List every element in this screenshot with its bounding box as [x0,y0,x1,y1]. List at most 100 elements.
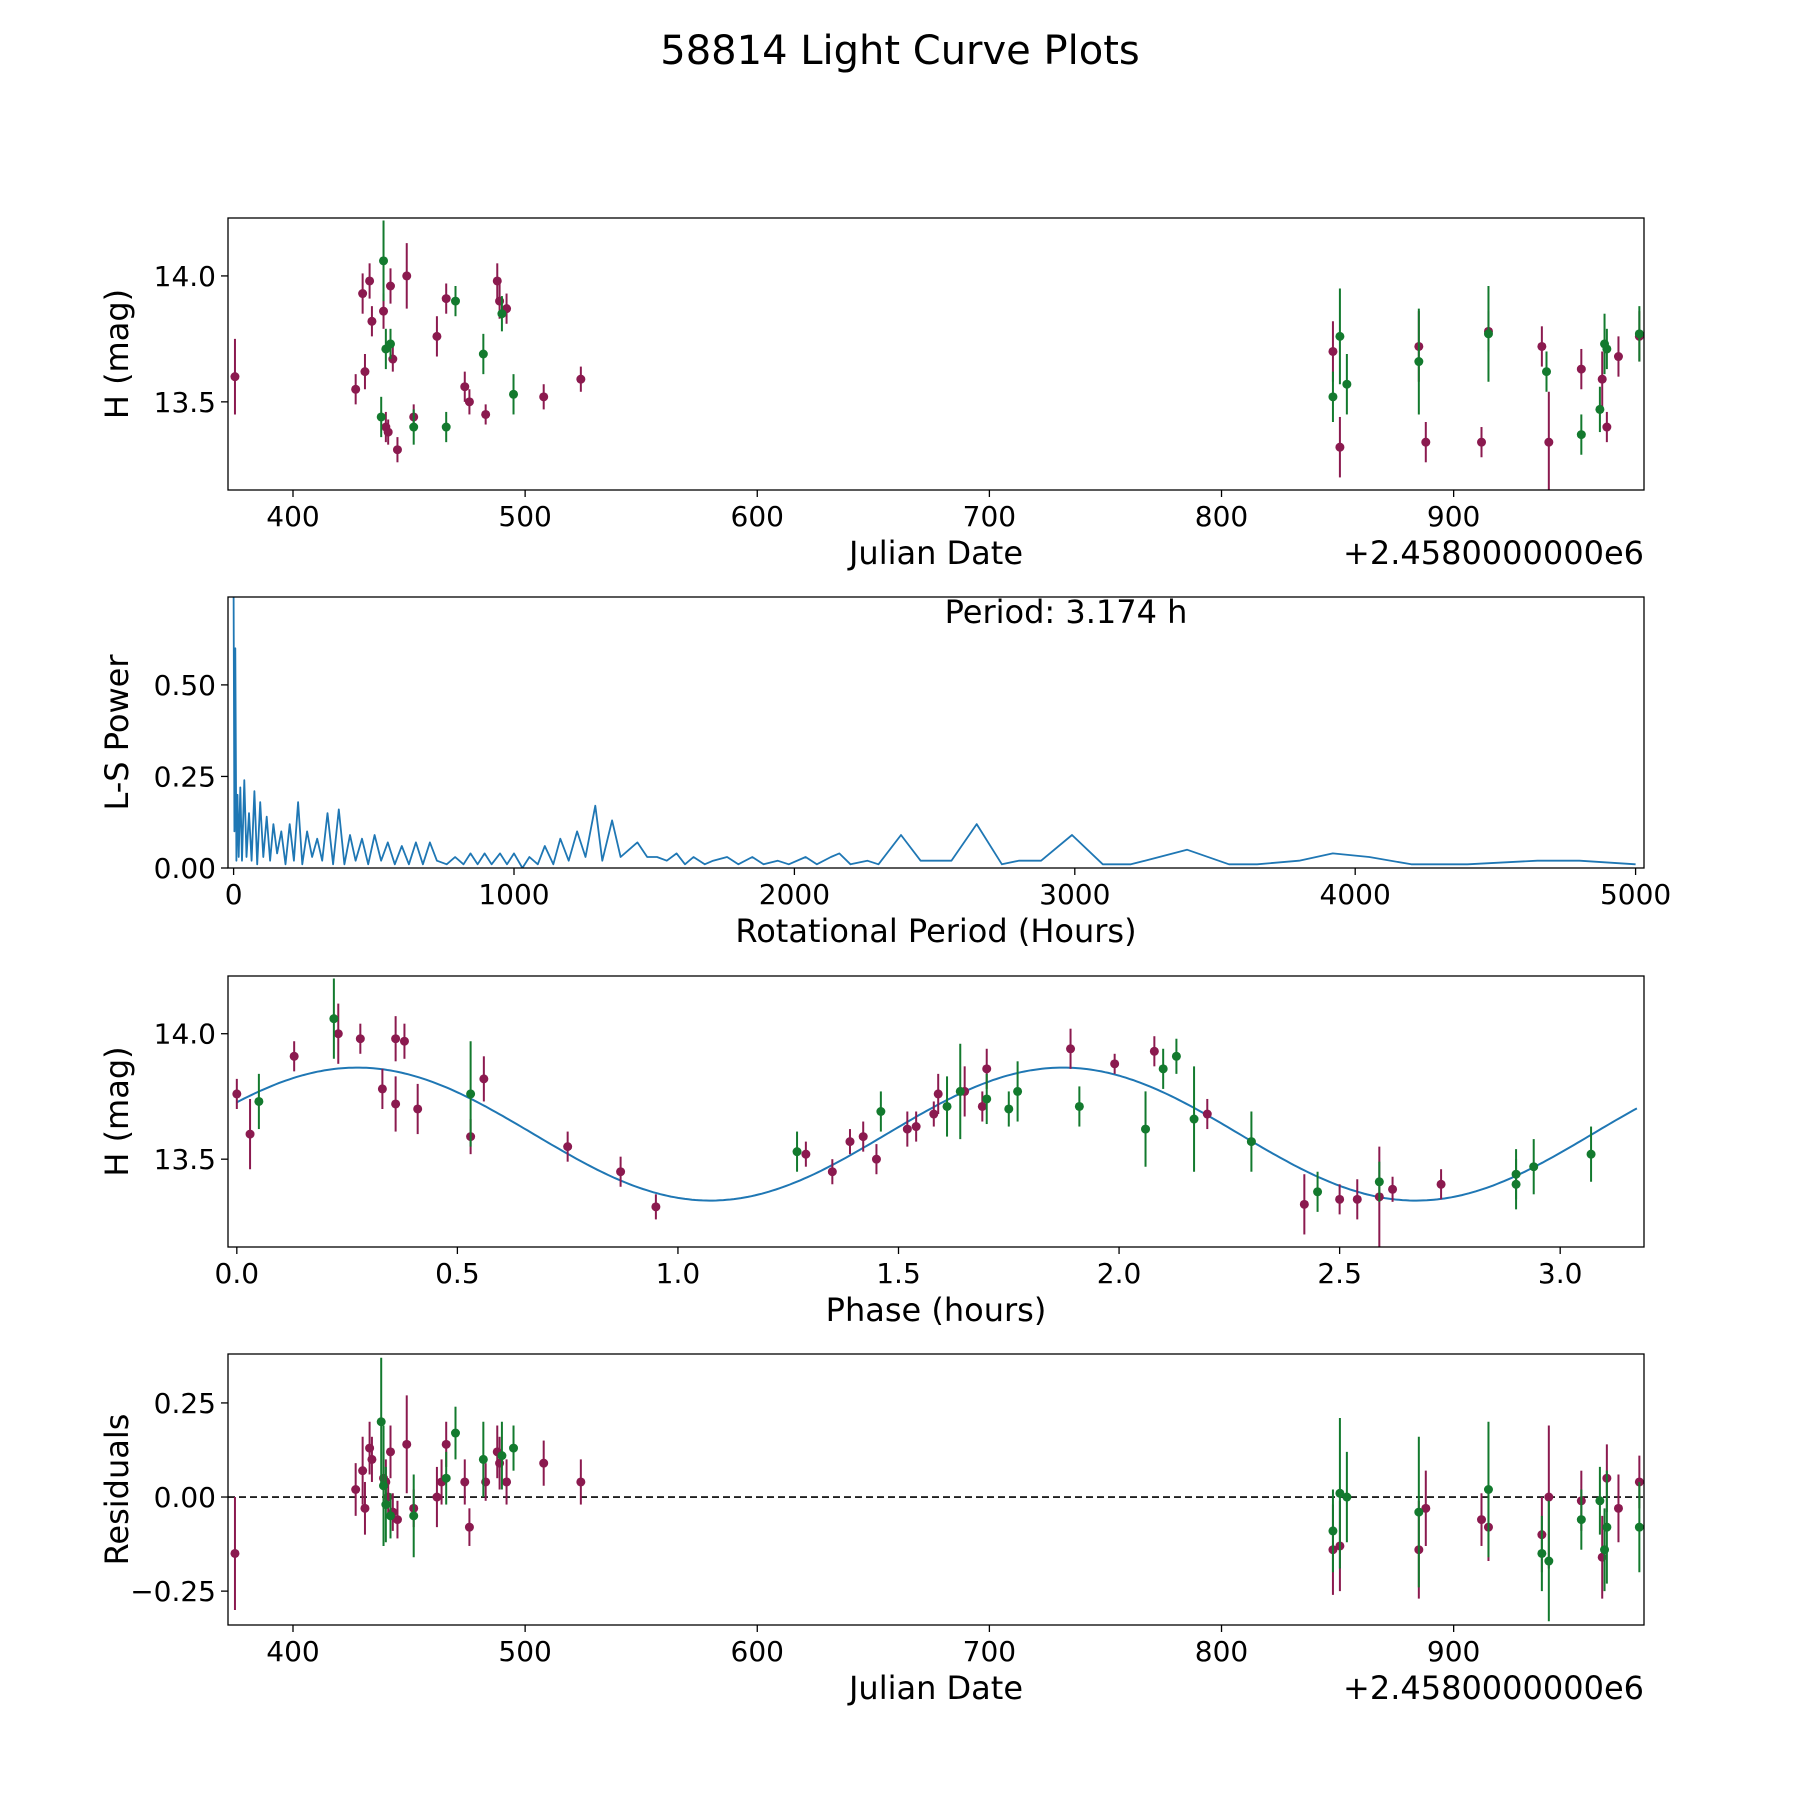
data-marker [1597,374,1607,384]
data-point-maroon [1436,1169,1446,1200]
data-point-maroon [929,1101,939,1127]
data-point-maroon [1352,1179,1362,1220]
x-tick-label: 400 [266,1635,319,1668]
data-point-green [1374,1161,1384,1202]
plot-area [232,597,1636,868]
data-marker [1477,1515,1487,1525]
data-point-green [876,1091,886,1132]
data-marker [876,1107,886,1116]
data-marker [1388,1184,1398,1194]
data-marker [1342,379,1352,389]
data-marker [616,1167,626,1177]
data-point-maroon [481,404,491,425]
x-offset-text: +2.4580000000e6 [1343,534,1644,572]
data-point-maroon [402,1395,412,1494]
y-axis-label: H (mag) [98,1046,136,1176]
data-point-green [1483,286,1493,382]
data-marker [1189,1114,1199,1124]
x-tick-label: 2.0 [1097,1257,1142,1290]
data-point-green [1013,1061,1023,1122]
data-marker [1544,1492,1554,1502]
data-point-maroon [1613,336,1623,377]
y-tick-label: 14.0 [154,260,216,293]
data-point-maroon [1597,351,1607,407]
data-point-maroon [385,1425,395,1479]
data-point-maroon [858,1121,868,1152]
plot-area [230,220,1644,490]
data-point-maroon [358,1436,368,1505]
data-point-maroon [355,1023,365,1054]
x-tick-label: 800 [1195,500,1248,533]
data-marker [392,445,402,455]
data-marker [1602,1522,1612,1532]
data-point-maroon [441,283,451,314]
data-marker [1414,1507,1424,1517]
data-marker [1544,1556,1554,1566]
data-point-maroon [392,1500,402,1539]
data-marker [383,427,393,437]
data-marker [254,1096,264,1106]
data-marker [1313,1187,1323,1197]
data-point-maroon [1335,1184,1345,1215]
data-marker [1374,1177,1384,1187]
data-marker [379,306,389,316]
data-point-green [1328,371,1338,422]
data-point-green [509,374,519,415]
data-marker [432,1492,442,1502]
data-point-green [1342,1451,1352,1543]
data-marker [333,1029,343,1039]
data-point-green [409,409,419,445]
data-point-maroon [289,1041,299,1072]
y-axis-label: H (mag) [98,289,136,419]
data-point-maroon [845,1129,855,1155]
data-marker [1576,430,1586,440]
data-marker [1537,1548,1547,1558]
data-marker [1595,404,1605,414]
data-marker [391,1034,401,1044]
data-marker [1576,1515,1586,1525]
data-marker [355,1034,365,1044]
x-tick-label: 0.0 [215,1257,260,1290]
data-point-maroon [801,1141,811,1167]
y-tick-label: 0.00 [154,852,216,885]
data-marker [929,1109,939,1119]
data-point-maroon [392,437,402,463]
x-tick-label: 700 [963,1635,1016,1668]
y-tick-label: −0.25 [130,1575,216,1608]
data-point-maroon [460,371,470,402]
data-point-maroon [539,1440,549,1486]
data-marker [497,1451,507,1461]
data-marker [1335,442,1345,452]
data-marker [381,1500,391,1510]
x-axis-label: Julian Date [847,534,1023,572]
data-marker [385,1511,395,1521]
data-marker [1171,1051,1181,1061]
data-marker [1477,437,1487,447]
data-point-green [1158,1048,1168,1089]
data-marker [502,1477,512,1487]
data-point-maroon [391,1076,401,1132]
data-marker [871,1154,881,1164]
data-point-green [385,1493,395,1539]
data-marker [539,1458,549,1468]
data-point-green [1483,1421,1493,1558]
data-point-green [1634,1481,1644,1573]
data-point-green [1529,1139,1539,1195]
data-marker [376,412,386,422]
data-marker [1595,1496,1605,1506]
data-marker [1586,1149,1596,1159]
data-point-maroon [351,1463,361,1516]
data-marker [385,339,395,349]
data-point-green [1595,1466,1605,1535]
data-point-green [441,411,451,443]
data-marker [351,384,361,394]
data-marker [509,389,519,399]
data-point-maroon [367,306,377,337]
data-marker [230,372,240,382]
data-point-green [409,1474,419,1558]
plot-area [228,1357,1644,1622]
data-marker [977,1101,987,1111]
data-point-green [466,1041,476,1147]
data-marker [651,1202,661,1212]
data-point-maroon [383,419,393,445]
